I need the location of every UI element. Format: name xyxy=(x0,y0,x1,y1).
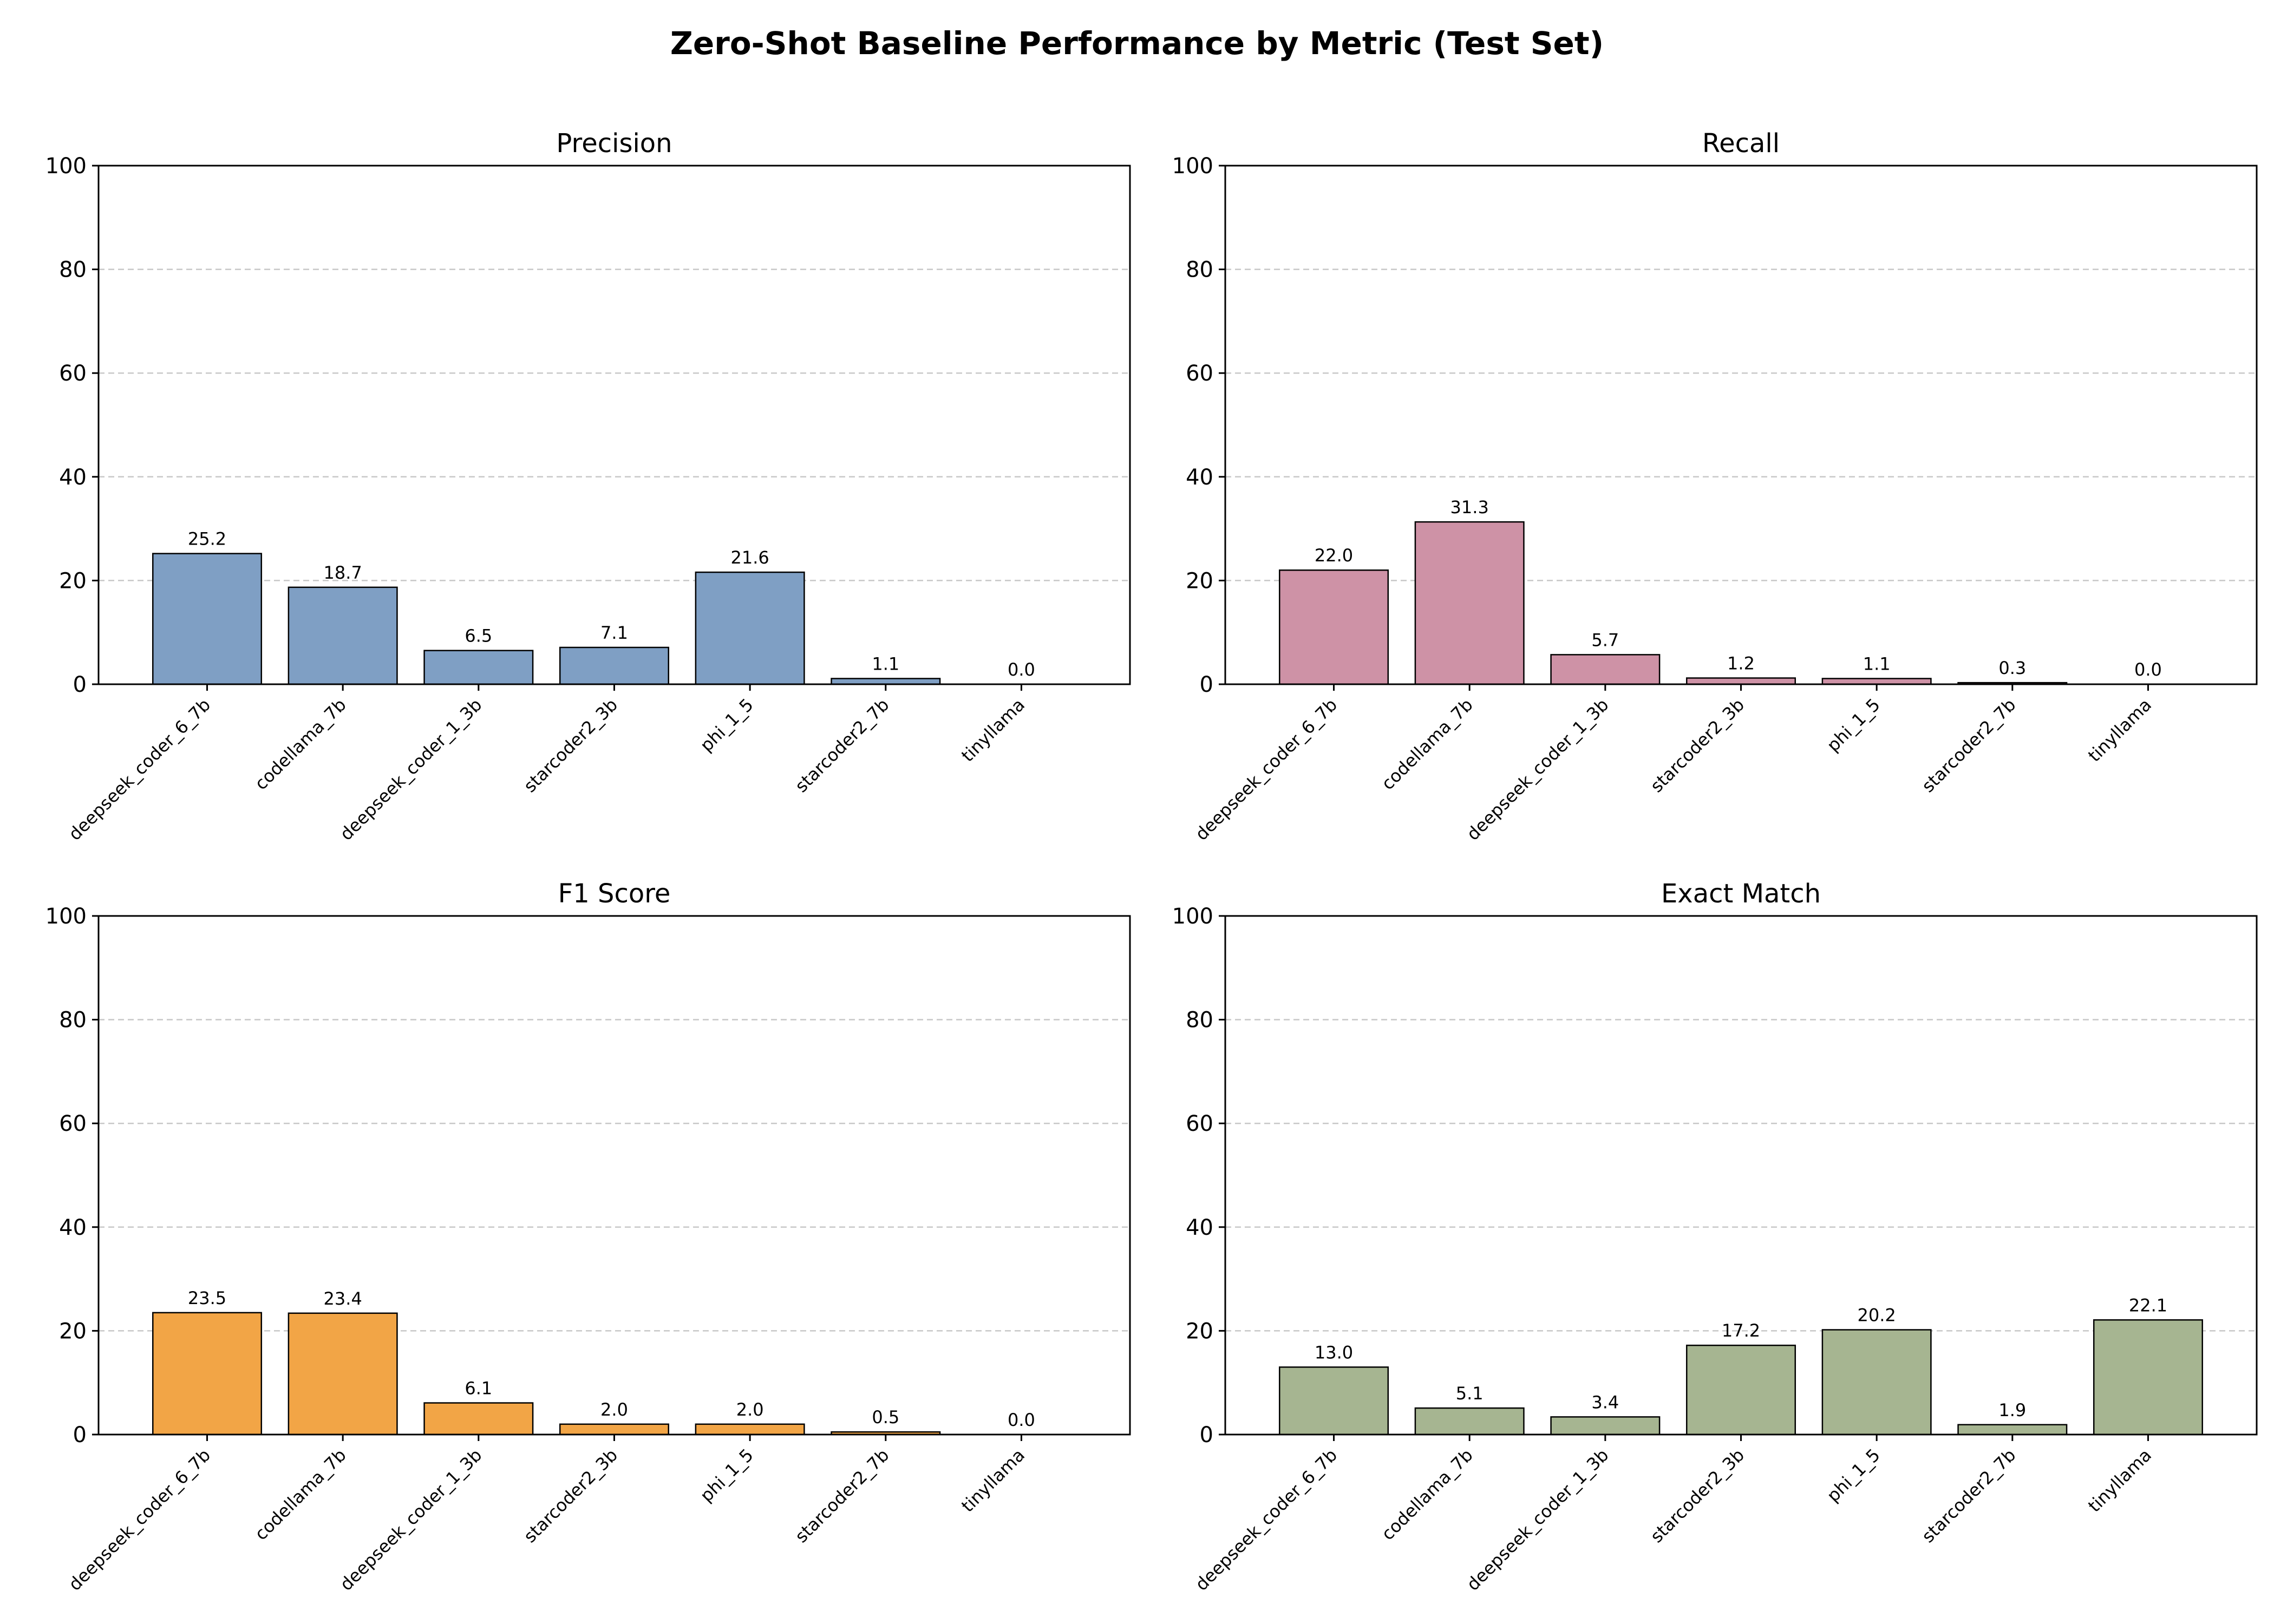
y-tick-label: 20 xyxy=(1186,1319,1213,1344)
data-label: 3.4 xyxy=(1591,1392,1619,1412)
data-label: 2.0 xyxy=(600,1399,628,1420)
figure-title: Zero-Shot Baseline Performance by Metric… xyxy=(670,25,1604,62)
y-tick-label: 60 xyxy=(1186,1111,1213,1136)
y-tick-label: 100 xyxy=(45,904,87,929)
data-label: 22.0 xyxy=(1315,545,1353,566)
y-tick-label: 80 xyxy=(59,258,87,283)
data-label: 1.9 xyxy=(1998,1400,2026,1420)
data-label: 1.1 xyxy=(1863,653,1891,674)
bar xyxy=(287,1312,398,1436)
axes-frame xyxy=(97,915,1131,1436)
bar xyxy=(695,1423,805,1436)
data-label: 23.5 xyxy=(188,1288,226,1308)
y-tick-label: 40 xyxy=(59,465,87,490)
y-tick-label: 40 xyxy=(1186,1215,1213,1240)
bar xyxy=(1685,1344,1796,1436)
y-tick-label: 20 xyxy=(59,1319,87,1344)
bar xyxy=(152,553,263,685)
y-tick-label: 0 xyxy=(73,672,87,697)
data-label: 21.6 xyxy=(731,547,769,568)
bar xyxy=(287,586,398,685)
y-tick-label: 0 xyxy=(1200,1423,1213,1448)
bar xyxy=(2093,1319,2203,1436)
data-label: 2.0 xyxy=(736,1399,764,1420)
y-tick-label: 80 xyxy=(1186,1008,1213,1033)
bar xyxy=(1550,1416,1661,1436)
bar xyxy=(1957,1424,2068,1436)
data-label: 25.2 xyxy=(188,529,226,549)
data-label: 0.0 xyxy=(2134,659,2162,680)
bar xyxy=(831,678,941,685)
data-label: 6.5 xyxy=(465,626,492,646)
y-tick-label: 100 xyxy=(1172,904,1213,929)
data-label: 5.7 xyxy=(1591,630,1619,650)
data-label: 13.0 xyxy=(1315,1342,1353,1363)
data-label: 0.5 xyxy=(872,1407,899,1427)
axes-frame xyxy=(97,165,1131,685)
y-tick-label: 60 xyxy=(59,361,87,386)
bar xyxy=(559,1423,670,1436)
data-label: 5.1 xyxy=(1456,1383,1484,1404)
axes-frame xyxy=(1224,165,2258,685)
bar xyxy=(1414,1407,1525,1436)
bar xyxy=(1550,654,1661,685)
y-tick-label: 20 xyxy=(59,568,87,593)
data-label: 1.1 xyxy=(872,653,899,674)
y-tick-label: 60 xyxy=(1186,361,1213,386)
y-tick-label: 0 xyxy=(73,1423,87,1448)
bar xyxy=(1821,1329,1932,1436)
y-tick-label: 60 xyxy=(59,1111,87,1136)
y-tick-label: 80 xyxy=(1186,258,1213,283)
data-label: 0.3 xyxy=(1998,658,2026,678)
data-label: 23.4 xyxy=(324,1288,362,1309)
y-tick-label: 80 xyxy=(59,1008,87,1033)
bar xyxy=(1279,1366,1389,1436)
data-label: 17.2 xyxy=(1722,1320,1760,1341)
data-label: 20.2 xyxy=(1858,1305,1896,1325)
data-label: 18.7 xyxy=(324,562,362,583)
panel-title: F1 Score xyxy=(558,879,671,909)
data-label: 22.1 xyxy=(2129,1295,2167,1315)
bar xyxy=(1821,678,1932,685)
axes-frame xyxy=(1224,915,2258,1436)
y-tick-label: 100 xyxy=(1172,154,1213,179)
bar xyxy=(423,1402,534,1436)
panel-title: Precision xyxy=(556,128,672,159)
bar xyxy=(1279,569,1389,685)
y-tick-label: 40 xyxy=(59,1215,87,1240)
bar xyxy=(152,1312,263,1436)
y-tick-label: 40 xyxy=(1186,465,1213,490)
data-label: 6.1 xyxy=(465,1378,492,1399)
y-tick-label: 100 xyxy=(45,154,87,179)
data-label: 0.0 xyxy=(1008,659,1035,680)
bar xyxy=(423,650,534,685)
y-tick-label: 20 xyxy=(1186,568,1213,593)
data-label: 7.1 xyxy=(600,623,628,643)
y-tick-label: 0 xyxy=(1200,672,1213,697)
bar xyxy=(1414,521,1525,685)
bar xyxy=(559,646,670,685)
panel-title: Recall xyxy=(1702,128,1780,159)
data-label: 0.0 xyxy=(1008,1410,1035,1430)
data-label: 1.2 xyxy=(1727,653,1755,674)
panel-title: Exact Match xyxy=(1661,879,1821,909)
bar xyxy=(1685,677,1796,685)
bar xyxy=(695,571,805,685)
data-label: 31.3 xyxy=(1450,497,1489,518)
